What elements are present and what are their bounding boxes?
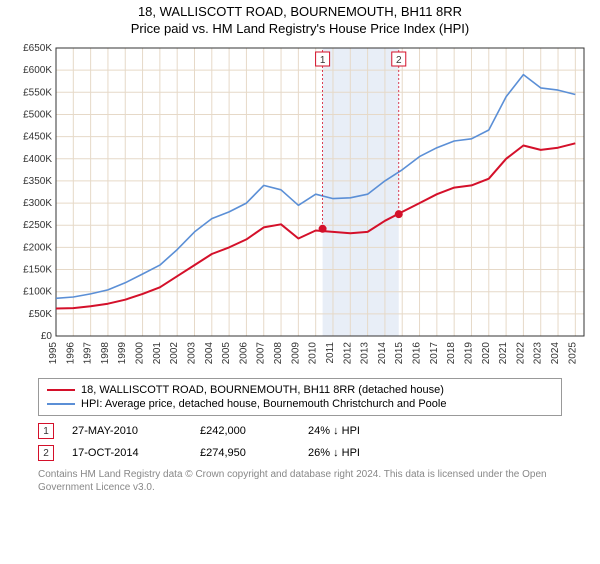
svg-text:2007: 2007 — [256, 342, 267, 365]
svg-text:2017: 2017 — [429, 342, 440, 365]
svg-text:2011: 2011 — [325, 342, 336, 364]
svg-text:1999: 1999 — [117, 342, 128, 365]
chart-subtitle: Price paid vs. HM Land Registry's House … — [0, 21, 600, 36]
svg-text:2004: 2004 — [204, 342, 215, 365]
svg-text:2015: 2015 — [394, 342, 405, 365]
svg-text:£500K: £500K — [23, 109, 52, 120]
svg-text:2016: 2016 — [412, 342, 423, 365]
sale-delta: 24% ↓ HPI — [308, 425, 398, 437]
svg-text:£550K: £550K — [23, 87, 52, 98]
svg-text:2: 2 — [396, 55, 402, 66]
sale-delta: 26% ↓ HPI — [308, 447, 398, 459]
svg-text:£50K: £50K — [29, 309, 53, 320]
svg-text:£450K: £450K — [23, 132, 52, 143]
svg-text:2013: 2013 — [360, 342, 371, 365]
svg-text:£350K: £350K — [23, 176, 52, 187]
svg-text:2023: 2023 — [533, 342, 544, 365]
sale-marker: 2 — [38, 445, 54, 461]
svg-text:2020: 2020 — [481, 342, 492, 365]
svg-text:1: 1 — [320, 55, 326, 66]
svg-text:1996: 1996 — [65, 342, 76, 365]
svg-text:2025: 2025 — [567, 342, 578, 365]
sale-date: 27-MAY-2010 — [72, 425, 182, 437]
svg-text:2024: 2024 — [550, 342, 561, 365]
legend-row: HPI: Average price, detached house, Bour… — [47, 397, 553, 411]
line-chart: £0 £50K £100K £150K £200K £250K £300K £350K £400… — [10, 42, 590, 372]
chart-title: 18, WALLISCOTT ROAD, BOURNEMOUTH, BH11 8… — [0, 4, 600, 19]
svg-text:2002: 2002 — [169, 342, 180, 365]
chart-area: £0 £50K £100K £150K £200K £250K £300K £350K £400… — [10, 42, 590, 372]
svg-text:2010: 2010 — [308, 342, 319, 365]
svg-text:£300K: £300K — [23, 198, 52, 209]
sales-table: 1 27-MAY-2010 £242,000 24% ↓ HPI 2 17-OCT-201… — [38, 420, 562, 464]
legend-label: 18, WALLISCOTT ROAD, BOURNEMOUTH, BH11 8… — [81, 384, 444, 396]
sale-date: 17-OCT-2014 — [72, 447, 182, 459]
svg-text:1997: 1997 — [83, 342, 94, 365]
svg-text:2018: 2018 — [446, 342, 457, 365]
svg-text:2006: 2006 — [238, 342, 249, 365]
legend-label: HPI: Average price, detached house, Bour… — [81, 398, 446, 410]
svg-text:£0: £0 — [41, 331, 53, 342]
legend-swatch — [47, 389, 75, 391]
svg-text:2003: 2003 — [186, 342, 197, 365]
svg-text:1998: 1998 — [100, 342, 111, 365]
svg-text:2019: 2019 — [463, 342, 474, 365]
svg-text:2009: 2009 — [290, 342, 301, 365]
svg-text:£150K: £150K — [23, 265, 52, 276]
svg-text:£200K: £200K — [23, 242, 52, 253]
sale-price: £274,950 — [200, 447, 290, 459]
svg-text:2005: 2005 — [221, 342, 232, 365]
svg-text:£100K: £100K — [23, 287, 52, 298]
svg-text:1995: 1995 — [48, 342, 59, 365]
sale-marker: 1 — [38, 423, 54, 439]
legend: 18, WALLISCOTT ROAD, BOURNEMOUTH, BH11 8… — [38, 378, 562, 416]
svg-text:£250K: £250K — [23, 220, 52, 231]
svg-text:2021: 2021 — [498, 342, 509, 365]
svg-text:£400K: £400K — [23, 154, 52, 165]
svg-text:2001: 2001 — [152, 342, 163, 365]
svg-text:£650K: £650K — [23, 43, 52, 54]
svg-text:2012: 2012 — [342, 342, 353, 365]
footnote: Contains HM Land Registry data © Crown c… — [38, 468, 562, 494]
sale-row: 2 17-OCT-2014 £274,950 26% ↓ HPI — [38, 442, 562, 464]
svg-text:£600K: £600K — [23, 65, 52, 76]
sale-row: 1 27-MAY-2010 £242,000 24% ↓ HPI — [38, 420, 562, 442]
svg-text:2000: 2000 — [135, 342, 146, 365]
legend-swatch — [47, 403, 75, 405]
svg-text:2008: 2008 — [273, 342, 284, 365]
svg-text:2014: 2014 — [377, 342, 388, 365]
legend-row: 18, WALLISCOTT ROAD, BOURNEMOUTH, BH11 8… — [47, 383, 553, 397]
sale-price: £242,000 — [200, 425, 290, 437]
svg-text:2022: 2022 — [515, 342, 526, 365]
